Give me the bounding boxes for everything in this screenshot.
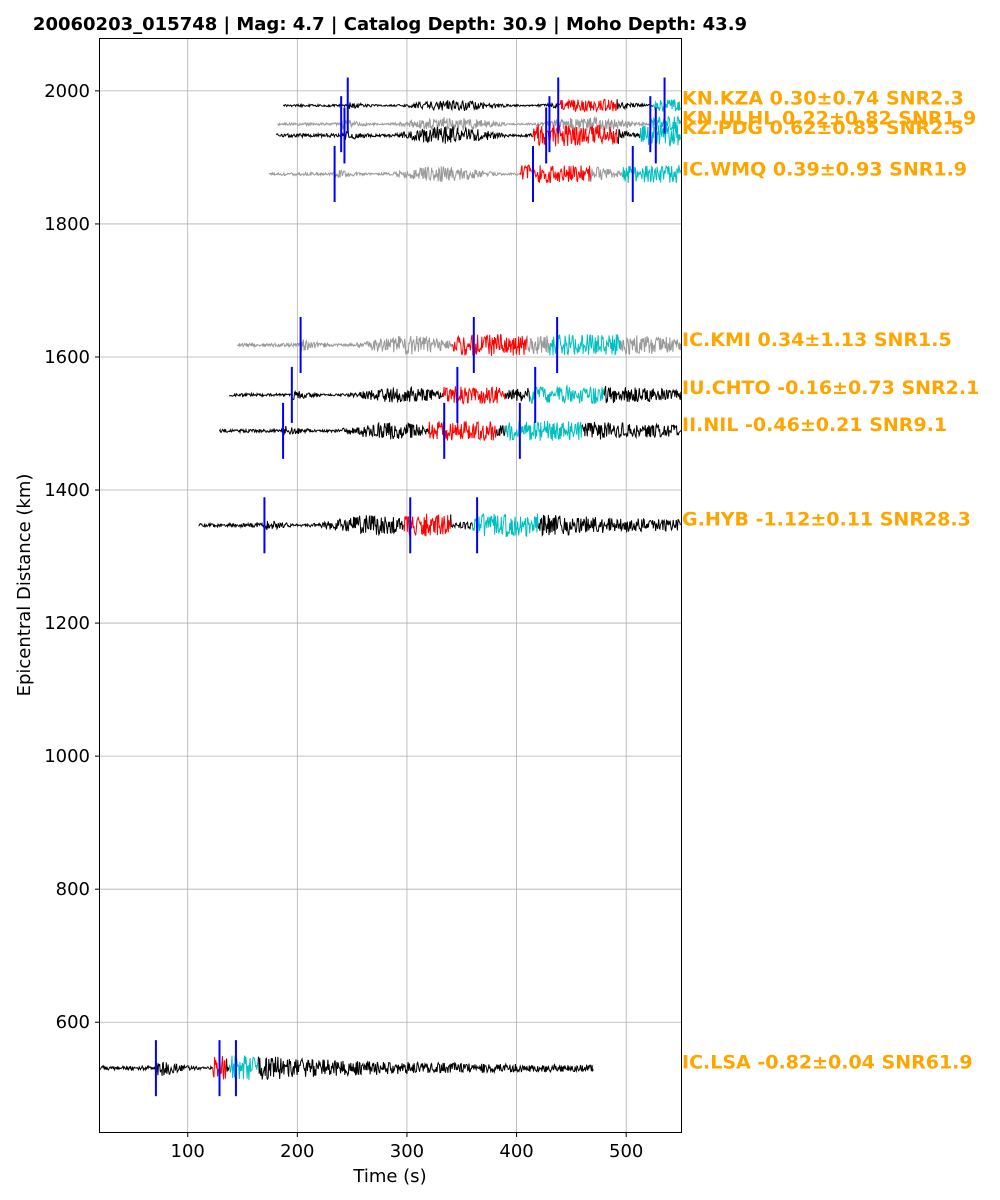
waveform-trace-g-hyb (537, 514, 681, 537)
grid-lines (100, 39, 681, 1132)
station-label-kn-ulhl: KN.ULHL 0.22±0.82 SNR1.9 (682, 107, 976, 129)
waveform-trace-ii-nil (495, 425, 506, 437)
waveform-trace-kn-kza (616, 99, 654, 111)
waveform-window-red-iu-chto (442, 386, 506, 406)
y-tick-label: 1600 (44, 347, 90, 368)
y-tick-label: 1800 (44, 214, 90, 235)
station-label-kn-kza: KN.KZA 0.30±0.74 SNR2.3 (682, 88, 964, 110)
waveform-trace-iu-chto (505, 387, 531, 402)
x-axis-ticks: 100 200 300 400 500 (171, 1132, 643, 1162)
plot-frame (99, 38, 682, 1133)
waveform-trace-g-hyb (198, 515, 404, 537)
waveform-window-cyan-ii-nil (504, 420, 583, 441)
x-tick-label: 100 (171, 1141, 205, 1162)
station-label-ic-lsa: IC.LSA -0.82±0.04 SNR61.9 (682, 1051, 973, 1073)
waveform-trace-ic-wmq (590, 166, 624, 182)
waveform-trace-ic-lsa (258, 1056, 594, 1081)
waveform-window-cyan-ic-kmi (548, 333, 621, 356)
waveform-window-red-ic-wmq (519, 164, 592, 184)
y-tick-label: 2000 (44, 81, 90, 102)
waveform-trace-kz-pdg (617, 128, 641, 144)
waveform-window-red-ii-nil (428, 420, 497, 442)
waveform-trace-iu-chto (228, 385, 444, 403)
y-tick-label: 800 (56, 879, 90, 900)
waveform-trace-ic-wmq (268, 165, 520, 182)
waveform-window-cyan-ic-lsa (228, 1055, 260, 1080)
pick-marker-layer (154, 77, 666, 1097)
trace-layer (99, 98, 682, 1081)
station-label-kz-pdg: KZ.PDG 0.62±0.85 SNR2.5 (682, 117, 964, 139)
station-label-iu-chto: IU.CHTO -0.16±0.73 SNR2.1 (682, 377, 979, 399)
waveform-trace-ic-kmi (526, 335, 550, 355)
waveform-trace-ii-nil (219, 421, 430, 440)
y-tick-label: 600 (56, 1012, 90, 1033)
waveform-trace-kz-pdg (276, 126, 533, 144)
y-tick-label: 1000 (44, 746, 90, 767)
x-axis-label: Time (s) (352, 1166, 426, 1187)
y-axis-label: Epicentral Distance (km) (14, 474, 35, 697)
x-tick-label: 500 (609, 1141, 643, 1162)
y-tick-label: 1200 (44, 613, 90, 634)
chart-title: 20060203_015748 | Mag: 4.7 | Catalog Dep… (33, 14, 747, 35)
y-tick-label: 1400 (44, 480, 90, 501)
waveform-trace-iu-chto (603, 385, 682, 404)
waveform-window-cyan-iu-chto (529, 384, 605, 404)
waveform-trace-g-hyb (450, 514, 473, 530)
y-axis-ticks: 600 800 1000 1200 1400 1600 1800 2000 (44, 81, 100, 1033)
station-label-g-hyb: G.HYB -1.12±0.11 SNR28.3 (682, 509, 971, 531)
waveform-window-red-kn-kza (559, 98, 618, 114)
waveform-window-cyan-g-hyb (471, 512, 539, 538)
station-label-ic-wmq: IC.WMQ 0.39±0.93 SNR1.9 (682, 159, 967, 181)
waveform-trace-kn-ulhl (277, 115, 651, 133)
x-tick-label: 300 (390, 1141, 424, 1162)
waveform-trace-ic-kmi (236, 335, 453, 355)
station-label-ic-kmi: IC.KMI 0.34±1.13 SNR1.5 (682, 329, 952, 351)
station-labels: KN.KZA 0.30±0.74 SNR2.3KN.ULHL 0.22±0.82… (682, 88, 979, 1074)
x-tick-label: 200 (280, 1141, 314, 1162)
waveform-window-cyan-kz-pdg (639, 124, 681, 147)
station-label-ii-nil: II.NIL -0.46±0.21 SNR9.1 (682, 414, 947, 436)
waveform-window-cyan-ic-wmq (622, 165, 682, 184)
waveform-window-red-ic-kmi (452, 333, 528, 356)
x-tick-label: 400 (499, 1141, 533, 1162)
waveform-trace-kn-kza (282, 100, 561, 112)
waveform-trace-ic-lsa (226, 1058, 230, 1072)
waveform-trace-ic-kmi (620, 335, 682, 356)
waveform-trace-ii-nil (581, 421, 682, 440)
waveform-window-cyan-kn-kza (652, 99, 681, 112)
